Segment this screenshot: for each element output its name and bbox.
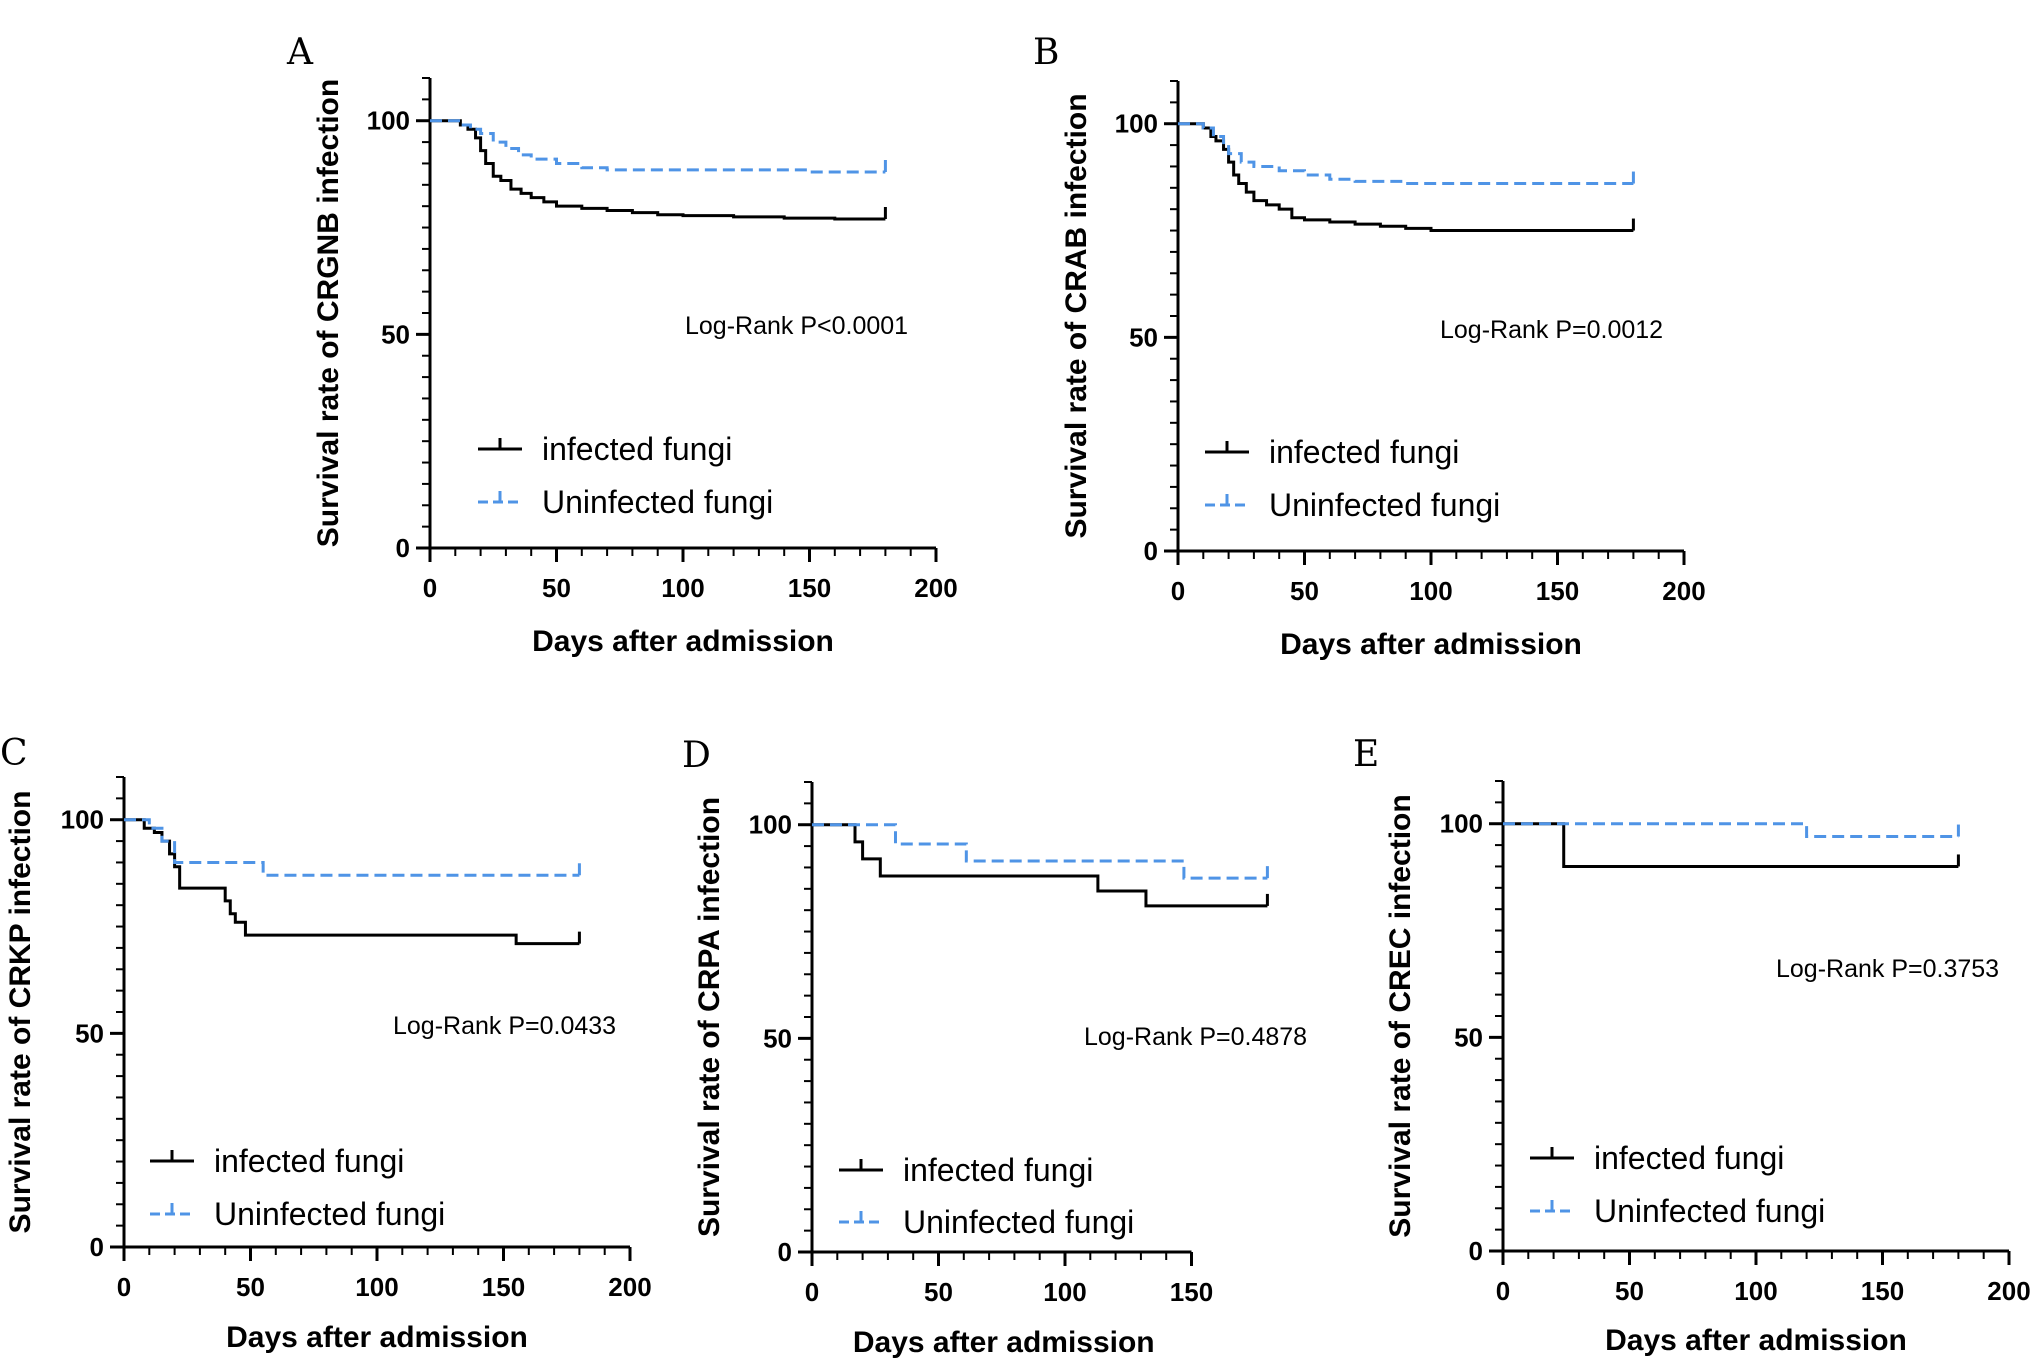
log-rank-annotation: Log-Rank P=0.3753 [1776,955,1999,983]
x-tick-label: 150 [1170,1277,1213,1307]
panel-letter: A [286,32,314,73]
x-tick-label: 200 [1662,576,1705,606]
y-axis-title: Survival rate of CRKP infection [4,791,37,1234]
panel-letter: C [0,733,28,774]
panel-letter: E [1353,734,1379,775]
y-tick-label: 0 [1469,1236,1483,1266]
x-tick-label: 0 [1496,1276,1510,1306]
x-tick-label: 100 [355,1272,398,1302]
survival-curve-uninfected [1178,122,1634,186]
panel-b: B 0 50 100 0 50 100 150 200 Days after admission S… [1033,32,1706,661]
y-axis-title: Survival rate of CREC infection [1384,794,1417,1237]
log-rank-annotation: Log-Rank P=0.0433 [393,1012,616,1040]
y-tick-label: 50 [381,319,410,349]
x-tick-label: 50 [542,573,571,603]
y-tick-label: 100 [367,106,410,136]
y-tick-label: 0 [778,1237,792,1267]
x-tick-label: 100 [1409,576,1452,606]
x-axis-title: Days after admission [1605,1324,1907,1357]
x-tick-label: 100 [1043,1277,1086,1307]
x-axis-title: Days after admission [853,1326,1155,1359]
y-tick-label: 50 [763,1023,792,1053]
x-tick-label: 150 [482,1272,525,1302]
legend-label: Uninfected fungi [214,1196,445,1232]
panel-a: A 0 50 100 0 50 100 150 200 Days after admission S… [286,32,958,658]
panel-e: E 0 50 100 0 50 100 150 200 Days after admission S… [1353,734,2031,1357]
x-tick-label: 0 [1171,576,1185,606]
legend-label: infected fungi [903,1152,1093,1188]
x-tick-label: 100 [1734,1276,1777,1306]
y-tick-label: 100 [749,810,792,840]
x-tick-label: 0 [423,573,437,603]
x-axis-title: Days after admission [1280,628,1582,661]
y-tick-label: 0 [396,533,410,563]
survival-curve-uninfected [430,119,886,174]
x-tick-label: 150 [1861,1276,1904,1306]
y-tick-label: 0 [1144,536,1158,566]
y-tick-label: 50 [75,1018,104,1048]
y-tick-label: 100 [61,805,104,835]
x-tick-label: 0 [117,1272,131,1302]
x-tick-label: 150 [788,573,831,603]
legend-label: infected fungi [1269,434,1459,470]
legend-label: Uninfected fungi [903,1204,1134,1240]
y-tick-label: 50 [1129,322,1158,352]
y-tick-label: 100 [1115,109,1158,139]
survival-curve-uninfected [124,818,580,877]
x-tick-label: 100 [661,573,704,603]
x-axis-title: Days after admission [532,625,834,658]
y-axis-title: Survival rate of CRAB infection [1060,93,1093,538]
x-tick-label: 50 [924,1277,953,1307]
log-rank-annotation: Log-Rank P=0.0012 [1440,316,1663,344]
panel-c: C 0 50 100 0 50 100 150 200 Days after admission S… [0,733,652,1354]
x-tick-label: 50 [1615,1276,1644,1306]
panel-d: D 0 50 100 0 50 100 150 Days after admission Surv… [682,735,1307,1359]
y-tick-label: 50 [1454,1022,1483,1052]
survival-curve-infected [1503,822,1959,868]
legend-label: Uninfected fungi [1269,487,1500,523]
y-axis-title: Survival rate of CRPA infection [693,797,726,1237]
survival-curve-infected [124,818,580,946]
x-tick-label: 50 [236,1272,265,1302]
legend-label: infected fungi [214,1143,404,1179]
panel-letter: D [682,735,711,776]
legend-label: infected fungi [1594,1140,1784,1176]
survival-curve-infected [812,823,1268,908]
survival-curve-uninfected [1503,822,1959,839]
legend-label: infected fungi [542,431,732,467]
x-tick-label: 150 [1536,576,1579,606]
survival-curve-infected [430,119,886,221]
x-tick-label: 200 [608,1272,651,1302]
y-axis-title: Survival rate of CRGNB infection [312,79,345,547]
x-tick-label: 200 [1987,1276,2030,1306]
log-rank-annotation: Log-Rank P<0.0001 [685,312,908,340]
log-rank-annotation: Log-Rank P=0.4878 [1084,1023,1307,1051]
y-tick-label: 0 [90,1232,104,1262]
x-axis-title: Days after admission [226,1321,528,1354]
y-tick-label: 100 [1440,809,1483,839]
legend-label: Uninfected fungi [542,484,773,520]
x-tick-label: 0 [805,1277,819,1307]
legend-label: Uninfected fungi [1594,1193,1825,1229]
x-tick-label: 200 [914,573,957,603]
x-tick-label: 50 [1290,576,1319,606]
survival-curve-uninfected [812,823,1268,880]
survival-curve-infected [1178,122,1634,233]
panel-letter: B [1033,32,1059,73]
